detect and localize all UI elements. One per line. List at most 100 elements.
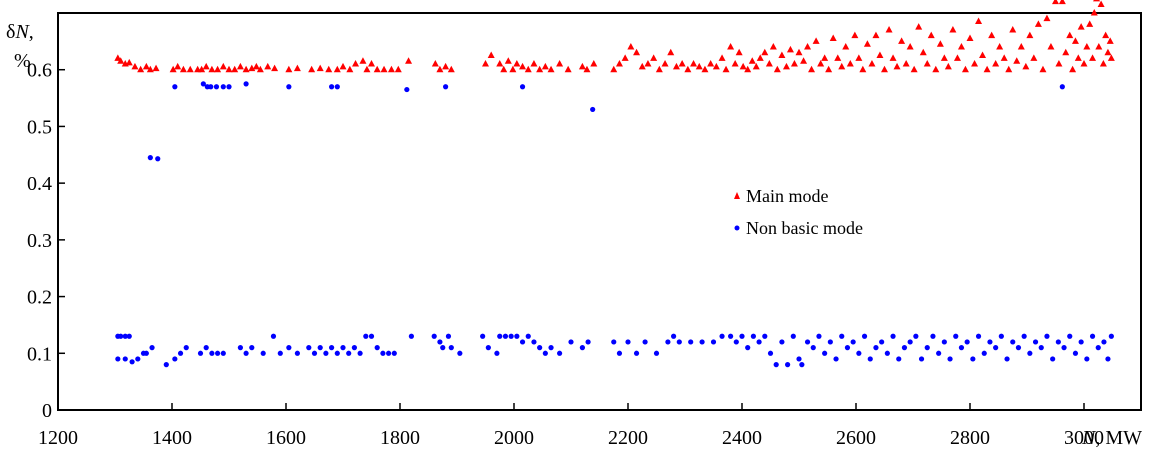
- main-mode-point: [1034, 20, 1042, 27]
- non-basic-mode-point: [118, 333, 124, 339]
- plot-frame: [57, 12, 1142, 411]
- legend-triangle-marker: [734, 192, 740, 199]
- main-mode-point: [790, 60, 798, 67]
- non-basic-mode-point: [448, 345, 454, 351]
- non-basic-mode-point: [557, 350, 563, 356]
- non-basic-mode-point: [149, 345, 155, 351]
- y-tick-label: 0.2: [27, 287, 52, 309]
- main-mode-point: [817, 60, 825, 67]
- main-mode-point: [256, 65, 264, 73]
- non-basic-mode-point: [833, 356, 839, 362]
- non-basic-mode-point: [147, 155, 153, 161]
- y-axis: 0 0.1 0.2 0.3 0.4 0.5 0.6: [27, 60, 65, 422]
- non-basic-mode-point: [1027, 350, 1033, 356]
- x-tick-label: 2200: [608, 427, 648, 449]
- non-basic-mode-point: [334, 84, 340, 90]
- main-mode-point: [655, 65, 663, 73]
- main-mode-point: [131, 62, 139, 70]
- non-basic-mode-point: [220, 84, 226, 90]
- main-mode-point: [1093, 0, 1101, 2]
- main-mode-point: [142, 62, 150, 70]
- main-mode-point: [1107, 54, 1115, 61]
- non-basic-mode-point: [873, 345, 879, 351]
- non-basic-mode-point: [357, 350, 363, 356]
- main-mode-point: [633, 48, 641, 56]
- non-basic-mode-point: [767, 350, 774, 356]
- non-basic-mode-point: [270, 333, 277, 339]
- non-basic-mode-point: [799, 362, 805, 368]
- main-mode-point: [932, 65, 940, 73]
- main-mode-point: [556, 60, 564, 67]
- non-basic-mode-point: [243, 81, 249, 87]
- main-mode-point: [1095, 43, 1103, 50]
- x-tick-label: 1800: [380, 427, 420, 449]
- main-mode-point: [868, 60, 876, 67]
- non-basic-mode-point: [1044, 333, 1050, 339]
- non-basic-mode-point: [203, 345, 209, 351]
- main-mode-point: [846, 60, 854, 67]
- main-mode-point: [1106, 37, 1114, 44]
- main-mode-point: [731, 60, 739, 67]
- main-mode-point: [1083, 43, 1091, 50]
- main-mode-point: [186, 65, 194, 73]
- main-mode-point: [447, 65, 455, 73]
- non-basic-mode-point: [531, 339, 537, 345]
- non-basic-mode-point: [1021, 333, 1027, 339]
- main-mode-point: [996, 43, 1004, 50]
- non-basic-mode-point: [947, 356, 953, 362]
- non-basic-mode-point: [208, 84, 214, 90]
- main-mode-point: [707, 60, 715, 67]
- main-mode-point: [1104, 48, 1112, 56]
- main-mode-point: [405, 57, 413, 64]
- non-basic-mode-point: [537, 345, 543, 351]
- main-mode-point: [621, 54, 629, 61]
- legend-circle-marker: [734, 225, 740, 231]
- main-mode-point: [214, 65, 222, 73]
- non-basic-mode-point: [519, 84, 526, 90]
- main-mode-point: [202, 62, 210, 70]
- main-mode-point: [1071, 37, 1079, 44]
- non-basic-mode-point: [745, 345, 751, 351]
- main-mode-point: [712, 62, 720, 70]
- non-basic-mode-point: [941, 339, 947, 345]
- non-basic-mode-point: [277, 350, 283, 356]
- non-basic-mode-point: [665, 339, 671, 345]
- main-mode-point: [923, 60, 931, 67]
- non-basic-mode-point: [485, 345, 491, 351]
- x-tick-label: 1400: [152, 427, 192, 449]
- non-basic-mode-point: [494, 350, 500, 356]
- main-mode-point: [146, 65, 154, 73]
- non-basic-mode-point: [329, 84, 335, 90]
- non-basic-mode-point: [220, 350, 226, 356]
- non-basic-mode-point: [443, 84, 449, 90]
- main-mode-point: [756, 54, 764, 61]
- main-mode-point: [885, 26, 893, 33]
- main-mode-point: [137, 65, 145, 73]
- non-basic-mode-point: [226, 84, 232, 90]
- main-mode-point: [769, 43, 777, 50]
- main-mode-point: [1089, 54, 1097, 61]
- main-mode-point: [236, 62, 244, 70]
- non-basic-mode-point: [519, 339, 526, 345]
- main-mode-point: [661, 60, 669, 67]
- main-mode-point: [971, 60, 979, 67]
- non-basic-mode-point: [115, 356, 121, 362]
- non-basic-mode-point: [445, 333, 452, 339]
- non-basic-mode-point: [616, 350, 623, 356]
- main-mode-point: [1066, 31, 1074, 39]
- non-basic-mode-point: [733, 339, 739, 345]
- non-basic-mode-point: [750, 333, 757, 339]
- non-basic-mode-point: [525, 333, 531, 339]
- non-basic-mode-point: [633, 350, 640, 356]
- main-mode-point: [1102, 31, 1110, 39]
- main-mode-point: [352, 60, 360, 67]
- main-mode-point: [547, 65, 555, 73]
- main-mode-point: [953, 54, 961, 61]
- main-mode-point: [735, 48, 743, 56]
- non-basic-mode-point: [386, 350, 392, 356]
- y-tick-label: 0.1: [27, 343, 52, 365]
- main-mode-point: [394, 65, 402, 73]
- non-basic-mode-point: [508, 333, 514, 339]
- main-mode-point: [667, 48, 675, 56]
- main-mode-point: [482, 60, 489, 67]
